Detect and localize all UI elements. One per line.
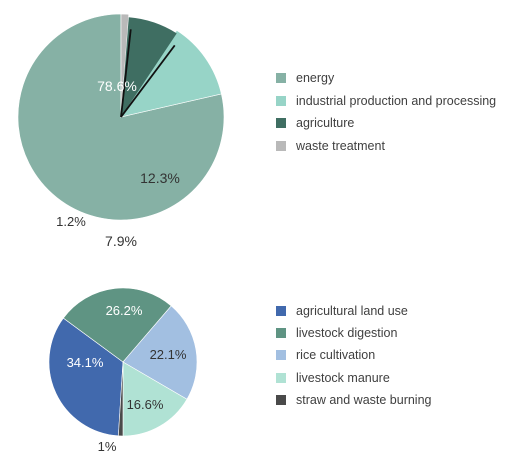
- legend-label: rice cultivation: [296, 348, 376, 363]
- exploded-slice-edge: [120, 29, 132, 118]
- agriculture-sources-pie-chart: 34.1% 26.2% 22.1% 16.6% 1%: [48, 287, 198, 454]
- pie-slice-livestock-digestion: [62, 287, 172, 363]
- pie-slice-energy: [17, 13, 225, 221]
- legend-chart-1: energy industrial production and process…: [276, 67, 496, 157]
- exploded-slice-edge: [120, 44, 176, 118]
- legend-item-agricultural-land-use: agricultural land use: [276, 300, 432, 322]
- legend-swatch: [276, 350, 286, 361]
- slice-value-label: 7.9%: [105, 233, 137, 249]
- legend-swatch: [276, 118, 286, 129]
- legend-swatch: [276, 140, 286, 151]
- legend-chart-2: agricultural land use livestock digestio…: [276, 300, 432, 411]
- pie-slice-rice-cultivation: [122, 305, 198, 400]
- legend-item-energy: energy: [276, 67, 496, 90]
- legend-label: industrial production and processing: [296, 93, 497, 108]
- pie-slice-agricultural-land-use: [48, 317, 124, 437]
- pie-slice-waste-treatment: [120, 13, 130, 118]
- legend-label: straw and waste burning: [296, 392, 432, 407]
- legend-label: energy: [296, 71, 335, 86]
- legend-item-livestock-digestion: livestock digestion: [276, 322, 432, 344]
- energy-sources-pie-chart: 78.6% 12.3% 7.9% 1.2%: [17, 13, 225, 249]
- legend-swatch: [276, 394, 286, 405]
- legend-item-agriculture: agriculture: [276, 112, 496, 135]
- legend-swatch: [276, 372, 286, 383]
- slice-value-label: 26.2%: [106, 303, 143, 318]
- legend-swatch: [276, 328, 286, 339]
- slice-value-label: 1%: [98, 439, 117, 454]
- slice-value-label: 1.2%: [56, 214, 86, 229]
- legend-label: livestock manure: [296, 370, 390, 385]
- legend-swatch: [276, 73, 286, 84]
- legend-item-industrial: industrial production and processing: [276, 90, 496, 113]
- pie-slice-straw-and-waste-burning: [118, 361, 124, 437]
- legend-item-rice-cultivation: rice cultivation: [276, 344, 432, 366]
- legend-swatch: [276, 95, 286, 106]
- slice-value-label: 22.1%: [150, 347, 187, 362]
- legend-item-livestock-manure: livestock manure: [276, 367, 432, 389]
- slice-value-label: 12.3%: [140, 170, 180, 186]
- legend-item-waste-treatment: waste treatment: [276, 135, 496, 158]
- slice-value-label: 16.6%: [127, 397, 164, 412]
- pie-slice-livestock-manure: [122, 361, 188, 437]
- slice-value-label: 78.6%: [97, 78, 137, 94]
- pie-slice-agriculture: [121, 17, 177, 117]
- legend-label: waste treatment: [296, 138, 385, 153]
- legend-item-straw-waste-burning: straw and waste burning: [276, 389, 432, 411]
- pie-slice-industrial-production-and-processing: [120, 29, 222, 118]
- legend-label: livestock digestion: [296, 326, 398, 341]
- legend-label: agricultural land use: [296, 304, 408, 319]
- legend-swatch: [276, 306, 286, 317]
- slice-value-label: 34.1%: [67, 355, 104, 370]
- legend-label: agriculture: [296, 116, 355, 131]
